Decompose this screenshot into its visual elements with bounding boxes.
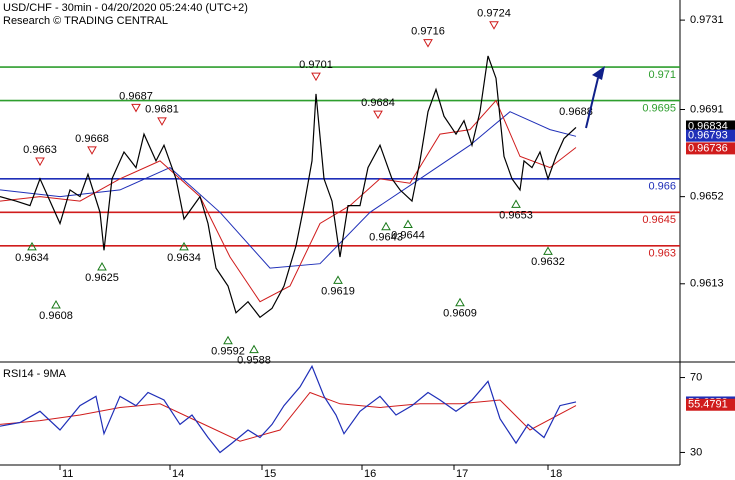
high-marker	[131, 103, 141, 113]
low-marker	[223, 335, 233, 345]
low-label: 0.9632	[531, 256, 565, 268]
low-label: 0.9634	[15, 252, 49, 264]
x-tick-label: 15	[264, 468, 276, 480]
last-value-label: 0.96736	[688, 142, 728, 154]
low-label: 0.9643	[369, 232, 403, 244]
series-line	[0, 364, 577, 454]
high-marker	[157, 117, 167, 126]
marks: 0.9731 0.9691 0.9652 0.9613 0.971 0.9695 0.966…	[0, 8, 735, 480]
x-tick-label: 14	[172, 468, 184, 480]
high-label: 0.9684	[361, 97, 395, 109]
high-marker	[35, 157, 45, 167]
low-label: 0.9619	[321, 285, 355, 297]
low-label: 0.9592	[211, 346, 245, 358]
low-marker	[179, 241, 189, 251]
y-tick-label: 70	[690, 371, 702, 383]
forecast-arrow	[585, 77, 599, 129]
level-label: 0.9645	[642, 214, 676, 226]
low-marker	[97, 261, 107, 271]
level-label: 0.971	[648, 69, 676, 81]
y-tick-label: 30	[690, 446, 702, 458]
low-marker	[249, 344, 259, 354]
high-label: 0.9663	[23, 144, 57, 156]
high-marker	[423, 39, 433, 48]
high-marker	[87, 146, 97, 155]
high-label: 0.9701	[299, 59, 333, 71]
low-marker	[403, 219, 413, 229]
series-line	[0, 111, 577, 269]
low-marker	[543, 246, 553, 255]
series-line	[0, 99, 577, 303]
low-label: 0.9653	[499, 209, 533, 221]
y-tick-label: 0.9613	[690, 278, 724, 290]
last-value-label: 0.96834	[688, 120, 728, 132]
high-label: 0.9668	[75, 133, 109, 145]
level-label: 0.9695	[642, 102, 676, 114]
y-tick-label: 0.9652	[690, 191, 724, 203]
low-marker	[27, 241, 37, 251]
chart-subtitle: Research © TRADING CENTRAL	[3, 15, 168, 27]
low-marker	[381, 221, 391, 231]
low-label: 0.9634	[167, 252, 201, 264]
y-tick-label: 0.9731	[690, 14, 724, 26]
high-marker	[489, 21, 499, 30]
low-marker	[51, 299, 61, 309]
low-label: 0.9644	[391, 229, 425, 241]
high-label: 0.9724	[477, 8, 511, 20]
high-marker	[311, 72, 321, 82]
low-marker	[333, 275, 343, 284]
last-value-label: 0.96793	[688, 130, 728, 142]
chart-title: USD/CHF - 30min - 04/20/2020 05:24:40 (U…	[3, 2, 248, 14]
last-value-box	[686, 129, 735, 142]
low-label: 0.9588	[237, 355, 271, 367]
target-label: 0.9688	[559, 106, 593, 118]
low-marker	[455, 297, 465, 307]
y-tick-label: 0.9691	[690, 103, 724, 115]
last-value-label: 55.4791	[688, 399, 728, 411]
low-label: 0.9608	[39, 310, 73, 322]
low-label: 0.9625	[85, 272, 119, 284]
x-tick-label: 16	[364, 468, 376, 480]
low-marker	[511, 199, 521, 208]
low-label: 0.9609	[443, 308, 477, 320]
level-label: 0.963	[648, 248, 676, 260]
high-label: 0.9716	[411, 26, 445, 38]
x-tick-label: 17	[456, 468, 468, 480]
x-tick-label: 11	[62, 468, 73, 480]
rsi-title: RSI14 - 9MA	[3, 368, 67, 380]
series-line	[0, 55, 577, 319]
x-tick-label: 18	[550, 468, 562, 480]
forecast-arrowhead	[592, 66, 605, 80]
high-marker	[373, 110, 383, 120]
last-value-box	[686, 398, 735, 411]
level-label: 0.966	[648, 181, 676, 193]
last-value-box	[686, 120, 735, 133]
last-value-box	[686, 142, 735, 155]
high-label: 0.9687	[119, 90, 153, 102]
high-label: 0.9681	[145, 104, 179, 116]
series-line	[0, 391, 577, 442]
